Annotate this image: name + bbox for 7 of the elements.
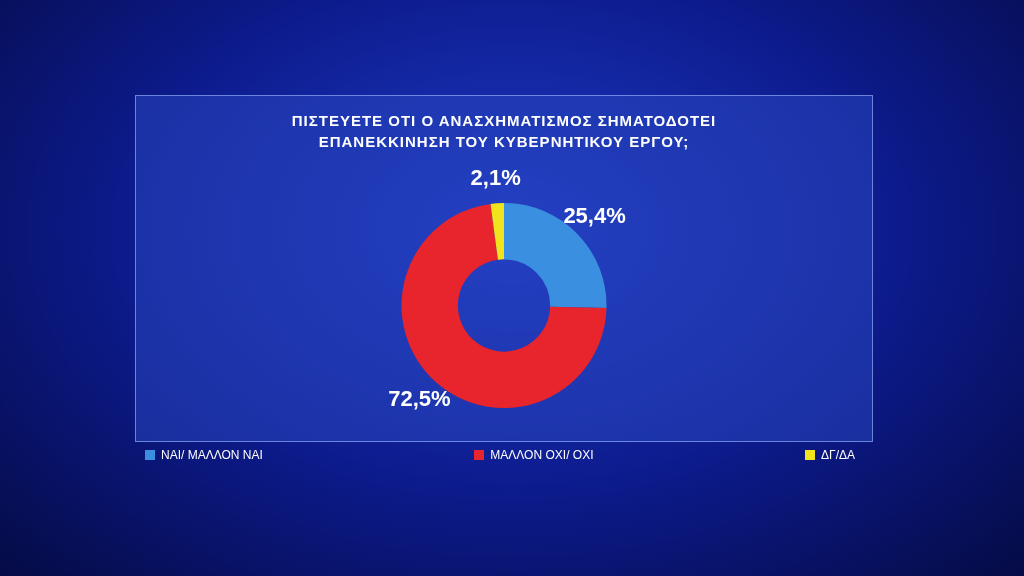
data-label: 25,4% [563, 203, 626, 229]
legend-label: ΜΑΛΛΟΝ ΟΧΙ/ ΟΧΙ [490, 448, 594, 462]
legend-label: ΝΑΙ/ ΜΑΛΛΟΝ ΝΑΙ [161, 448, 263, 462]
legend-label: ΔΓ/ΔΑ [821, 448, 855, 462]
chart-title: ΠΙΣΤΕΥΕΤΕ ΟΤΙ Ο ΑΝΑΣΧΗΜΑΤΙΣΜΟΣ ΣΗΜΑΤΟΔΟΤΕΙ ΕΠΑΝΕΚΚΙΝΗΣΗ ΤΟΥ ΚΥΒΕΡΝΗΤΙΚΟΥ ΕΡΓΟΥ; [290, 111, 718, 152]
data-label: 72,5% [388, 385, 451, 411]
data-label: 2,1% [470, 165, 521, 191]
